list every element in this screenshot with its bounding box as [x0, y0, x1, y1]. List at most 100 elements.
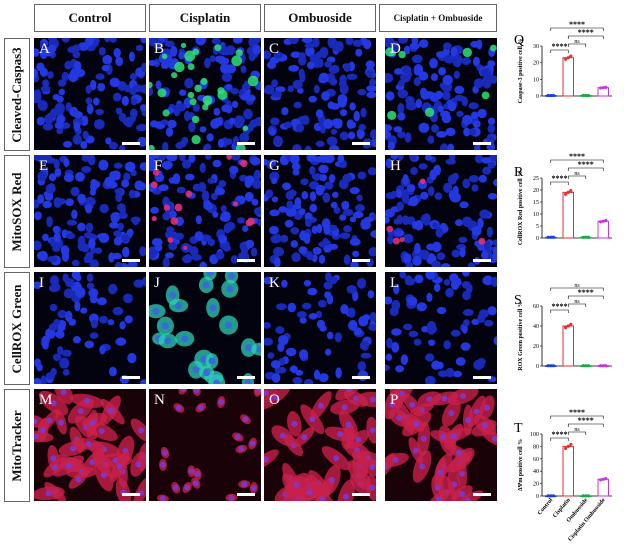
- data-point: [586, 364, 590, 368]
- data-point: [604, 85, 608, 89]
- data-point: [569, 54, 573, 58]
- sig-label: ****: [578, 288, 594, 297]
- bar-1: [562, 325, 574, 367]
- data-point: [566, 324, 570, 328]
- micrograph-k: K: [264, 272, 376, 384]
- data-point: [551, 494, 555, 498]
- data-point: [569, 442, 573, 447]
- sig-bracket: [550, 287, 604, 291]
- data-point: [584, 494, 588, 498]
- panel-letter: M: [39, 392, 53, 408]
- y-axis-label: ROX Green positive cell %: [518, 301, 524, 371]
- panel-letter: P: [390, 392, 399, 408]
- scale-bar: [122, 493, 140, 496]
- data-point: [569, 188, 573, 193]
- micrograph-l: L: [385, 272, 497, 384]
- y-tick-label: 60: [533, 304, 539, 310]
- y-tick-label: 10: [533, 77, 539, 83]
- y-tick-label: 0: [536, 494, 539, 500]
- y-tick-label: 20: [533, 344, 539, 350]
- data-point: [601, 477, 605, 481]
- data-point: [599, 478, 603, 482]
- header-cisplatin: Cisplatin: [149, 4, 261, 32]
- row-label-mitotracker: MitoTracker: [4, 389, 30, 502]
- scale-bar: [122, 142, 140, 145]
- scale-bar: [352, 142, 370, 145]
- data-point: [546, 364, 550, 368]
- data-point: [564, 446, 568, 450]
- sig-bracket: [550, 309, 569, 313]
- data-point: [581, 235, 585, 239]
- x-tick-label: Control: [537, 497, 555, 516]
- sig-bracket: [567, 43, 587, 47]
- scale-bar: [237, 376, 255, 379]
- y-tick-label: 0: [536, 236, 539, 242]
- row-label-cellrox: CellROX Green: [4, 272, 30, 385]
- bar-1: [562, 445, 574, 497]
- sig-bracket: [567, 303, 587, 307]
- bar-3: [597, 220, 609, 239]
- data-point: [586, 494, 590, 498]
- sig-bracket: [550, 415, 604, 419]
- sig-label: ns: [574, 427, 580, 433]
- chart-s: S ROX Green positive cell % 0 20 40 60 **** ns *…: [512, 256, 624, 386]
- scale-bar: [352, 376, 370, 379]
- y-tick-label: 25: [533, 176, 539, 182]
- y-axis-label: Caspase-3 positive cell %: [518, 39, 524, 104]
- data-point: [584, 364, 588, 368]
- data-point: [564, 192, 568, 196]
- y-tick-label: 40: [533, 469, 539, 475]
- sig-bracket: [550, 27, 604, 31]
- data-point: [581, 364, 585, 368]
- sig-bracket: [550, 49, 569, 53]
- sig-label: ****: [569, 152, 585, 161]
- data-point: [551, 364, 555, 368]
- data-point: [549, 93, 553, 98]
- micrograph-d: D: [385, 38, 497, 150]
- scale-bar: [122, 376, 140, 379]
- data-point: [546, 235, 550, 239]
- sig-label: ****: [552, 302, 568, 311]
- panel-letter: A: [39, 41, 50, 57]
- scale-bar: [473, 376, 491, 379]
- micrograph-b: B: [149, 38, 261, 150]
- header-ombuoside: Ombuoside: [264, 4, 376, 32]
- chart-panel-letter: T: [514, 421, 523, 436]
- sig-bracket: [567, 423, 604, 427]
- y-tick-label: 0: [536, 94, 539, 100]
- micrograph-g: G: [264, 155, 376, 267]
- header-cisplatin-ombuoside: Cisplatin + Ombuoside: [379, 4, 497, 32]
- data-point: [586, 235, 590, 239]
- micrograph-i: I: [34, 272, 146, 384]
- micrograph-h: H: [385, 155, 497, 267]
- sig-label: ****: [578, 160, 594, 169]
- y-tick-label: 60: [533, 457, 539, 463]
- panel-letter: C: [269, 41, 280, 57]
- panel-letter: N: [154, 392, 165, 408]
- row-label-caspase: Cleaved-Caspas3: [4, 38, 30, 151]
- data-point: [566, 56, 570, 60]
- data-point: [584, 235, 588, 239]
- micrograph-j: J: [149, 272, 261, 384]
- chart-q: Q Caspase-3 positive cell % 0 10 20 30 **** ns *…: [512, 2, 624, 122]
- y-tick-label: 20: [533, 188, 539, 194]
- sig-bracket: [567, 295, 604, 299]
- panel-letter: O: [269, 392, 280, 408]
- scale-bar: [352, 259, 370, 262]
- data-point: [546, 93, 550, 98]
- sig-label: ns: [574, 283, 580, 289]
- y-tick-label: 40: [533, 324, 539, 330]
- chart-panel-letter: S: [514, 293, 522, 308]
- y-axis-label: ΔΨm positive cell %: [518, 439, 524, 491]
- y-tick-label: 5: [536, 224, 539, 230]
- sig-bracket: [567, 175, 587, 179]
- scale-bar: [473, 493, 491, 496]
- chart-panel-letter: Q: [514, 33, 524, 48]
- micrograph-f: F: [149, 155, 261, 267]
- micrograph-c: C: [264, 38, 376, 150]
- data-point: [581, 494, 585, 498]
- data-point: [564, 326, 568, 330]
- scale-bar: [473, 142, 491, 145]
- panel-letter: I: [39, 275, 44, 291]
- data-point: [564, 57, 568, 61]
